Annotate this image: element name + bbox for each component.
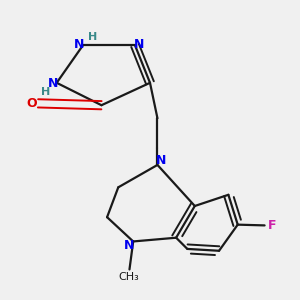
- Text: N: N: [156, 154, 166, 167]
- Text: F: F: [268, 219, 276, 232]
- Text: O: O: [26, 97, 37, 110]
- Text: N: N: [124, 239, 135, 252]
- Text: CH₃: CH₃: [118, 272, 139, 282]
- Text: N: N: [134, 38, 145, 51]
- Text: H: H: [41, 87, 50, 97]
- Text: H: H: [88, 32, 97, 42]
- Text: N: N: [74, 38, 84, 51]
- Text: N: N: [48, 77, 58, 90]
